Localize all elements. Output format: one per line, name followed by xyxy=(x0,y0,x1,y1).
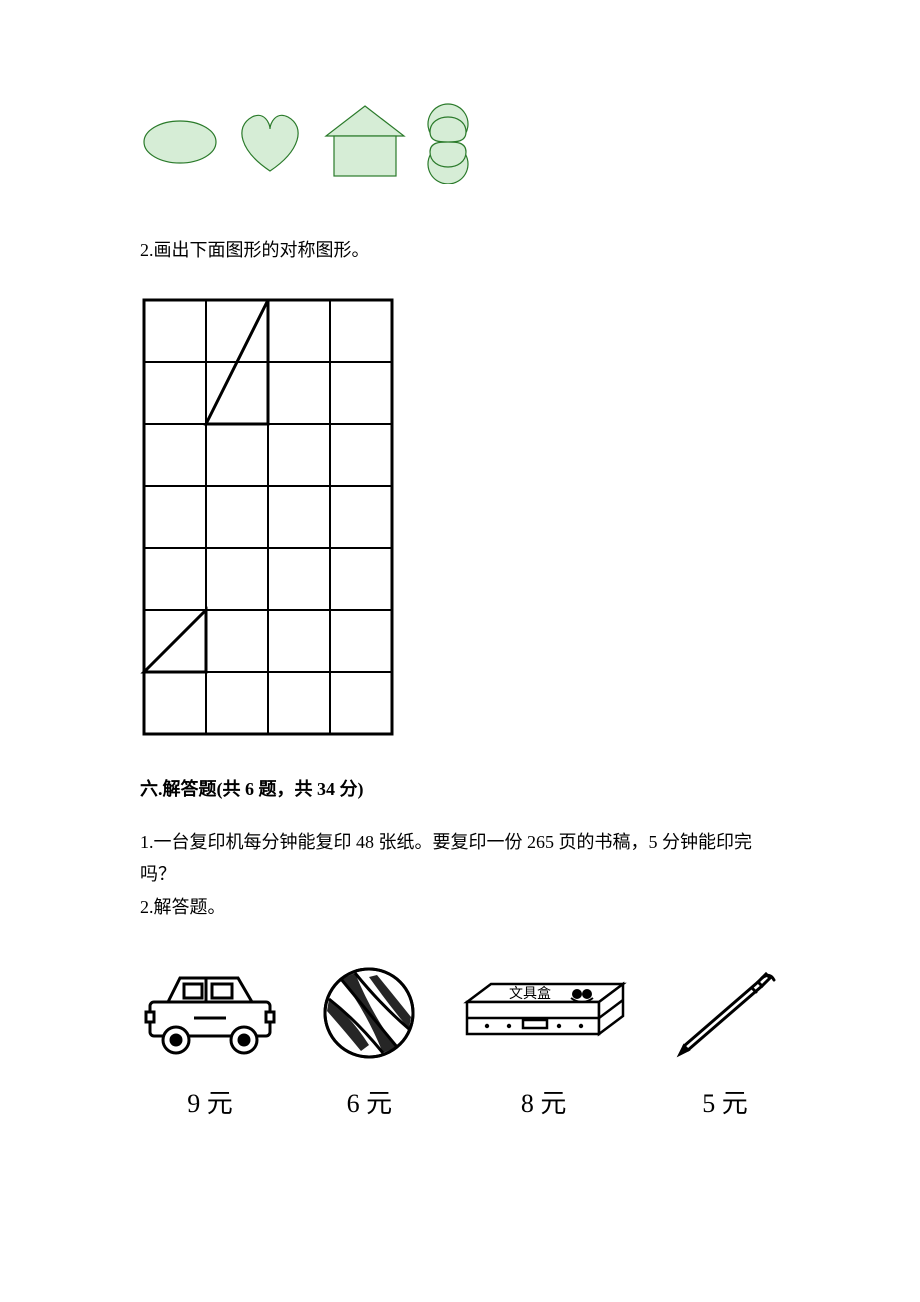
car-icon xyxy=(140,963,280,1063)
item-ball: 6 元 xyxy=(321,963,417,1120)
question-number: 2. xyxy=(140,240,154,260)
item-box: 文具盒 8 元 xyxy=(459,963,629,1120)
house-shape xyxy=(320,102,410,182)
item-car: 9 元 xyxy=(140,963,280,1120)
question-body: 画出下面图形的对称图形。 xyxy=(154,240,370,260)
ellipse-shape xyxy=(140,117,220,167)
ball-icon xyxy=(321,963,417,1063)
problem-1: 1.一台复印机每分钟能复印 48 张纸。要复印一份 265 页的书稿，5 分钟能… xyxy=(140,826,780,891)
shapes-row xyxy=(140,100,780,184)
problem-1-number: 1. xyxy=(140,832,154,852)
problem-2-text: 解答题。 xyxy=(154,897,226,917)
box-label: 文具盒 xyxy=(509,985,551,1002)
question-2-text: 2.画出下面图形的对称图形。 xyxy=(140,234,780,266)
item-pen: 5 元 xyxy=(670,963,780,1120)
pencil-box-icon: 文具盒 xyxy=(459,963,629,1063)
items-row: 9 元 6 元 xyxy=(140,963,780,1120)
symmetry-grid xyxy=(140,296,780,743)
heart-shape xyxy=(232,109,308,175)
problem-1-text: 一台复印机每分钟能复印 48 张纸。要复印一份 265 页的书稿，5 分钟能印完… xyxy=(140,832,752,884)
pen-icon xyxy=(670,963,780,1063)
section-6-title: 六.解答题(共 6 题，共 34 分) xyxy=(140,773,780,805)
car-price: 9 元 xyxy=(187,1083,233,1120)
ball-price: 6 元 xyxy=(347,1083,393,1120)
pen-price: 5 元 xyxy=(702,1083,748,1120)
figure-eight-shape xyxy=(422,100,474,184)
problem-2-number: 2. xyxy=(140,897,154,917)
problem-2: 2.解答题。 xyxy=(140,891,780,923)
box-price: 8 元 xyxy=(521,1083,567,1120)
